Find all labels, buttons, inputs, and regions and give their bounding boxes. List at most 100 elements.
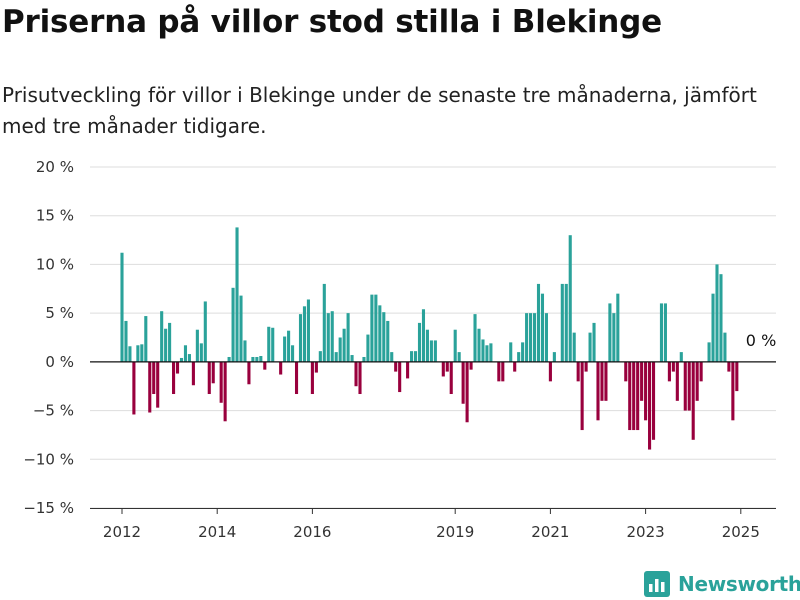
- bar: [310, 361, 314, 395]
- y-tick-label: 0 %: [45, 353, 74, 371]
- bar: [207, 361, 211, 395]
- bar: [291, 345, 295, 362]
- bar: [298, 314, 303, 362]
- bar: [390, 352, 394, 362]
- bar: [179, 357, 184, 362]
- bar: [588, 332, 592, 362]
- bar: [421, 309, 426, 362]
- bar: [596, 361, 600, 421]
- x-tick-label: 2019: [436, 523, 474, 541]
- bar: [683, 361, 687, 411]
- bar: [632, 361, 636, 431]
- bar: [183, 345, 188, 362]
- brand-name: Newsworthy: [678, 572, 800, 596]
- bar: [279, 361, 283, 375]
- bar: [675, 361, 679, 401]
- y-axis-ticks: 20 % 15 % 10 % 5 % 0 % −5 % −10 % −15 %: [23, 158, 74, 517]
- bar: [501, 361, 505, 382]
- bar: [584, 361, 588, 372]
- bar: [302, 306, 307, 362]
- bar: [473, 314, 477, 362]
- bar: [294, 361, 299, 395]
- bar: [187, 354, 191, 362]
- bar: [580, 361, 584, 431]
- bar: [485, 345, 489, 362]
- bar: [195, 329, 199, 362]
- bar: [699, 361, 703, 382]
- bar: [540, 293, 545, 362]
- bar: [128, 346, 132, 362]
- y-tick-label: 5 %: [45, 304, 74, 322]
- bar: [536, 283, 541, 362]
- bars: [120, 227, 739, 450]
- bar: [410, 351, 414, 362]
- bar: [283, 336, 287, 362]
- bar: [318, 351, 322, 362]
- bar: [513, 361, 517, 372]
- bar: [548, 361, 552, 382]
- bar: [374, 294, 378, 362]
- bar: [342, 328, 346, 362]
- bar: [203, 301, 207, 362]
- x-tick-label: 2025: [722, 523, 760, 541]
- bar: [544, 313, 548, 362]
- bar: [441, 361, 445, 377]
- x-axis-ticks: 2012 2014 2016 2019 2021 2023 2025: [90, 508, 776, 541]
- bar: [687, 361, 691, 411]
- bar: [691, 361, 695, 440]
- bar: [191, 361, 195, 386]
- bar: [497, 361, 501, 382]
- bar: [259, 356, 263, 362]
- bar: [628, 361, 632, 431]
- bar: [251, 356, 255, 362]
- bar: [624, 361, 628, 382]
- chart-subtitle: Prisutveckling för villor i Blekinge und…: [2, 83, 757, 138]
- bar: [489, 343, 493, 362]
- bar: [648, 361, 652, 450]
- bar: [608, 303, 612, 362]
- bar: [715, 264, 719, 362]
- bar: [413, 351, 418, 362]
- bar: [255, 356, 259, 362]
- y-tick-label: −15 %: [23, 499, 74, 517]
- bar: [461, 361, 465, 404]
- bar: [239, 295, 243, 362]
- bar: [727, 361, 731, 372]
- bar: [366, 334, 370, 362]
- bar: [568, 235, 572, 362]
- brand-logo: Newsworthy: [644, 568, 800, 600]
- bar: [576, 361, 580, 382]
- bar: [731, 361, 735, 421]
- bar: [378, 305, 382, 362]
- bar: [525, 313, 529, 362]
- bar: [211, 361, 215, 384]
- bar: [529, 313, 533, 362]
- bar: [477, 328, 481, 362]
- bar: [140, 344, 144, 362]
- last-value-label: 0 %: [746, 331, 776, 350]
- bar: [517, 352, 521, 362]
- bar: [616, 293, 620, 362]
- bar: [433, 340, 437, 362]
- bar: [175, 361, 180, 374]
- bar: [552, 352, 556, 362]
- bar: [465, 361, 469, 423]
- y-tick-label: 15 %: [36, 207, 74, 225]
- x-tick-label: 2012: [103, 523, 141, 541]
- bar: [723, 332, 727, 362]
- bar: [219, 361, 223, 403]
- y-tick-label: 20 %: [36, 158, 74, 176]
- bar: [592, 322, 596, 362]
- bar: [120, 252, 124, 362]
- bar: [132, 361, 136, 415]
- value-labels: 0 %: [746, 331, 776, 350]
- bar: [398, 361, 402, 393]
- bar: [417, 322, 422, 362]
- y-tick-label: −5 %: [33, 402, 74, 420]
- gridlines: [90, 166, 776, 509]
- bar: [651, 361, 656, 440]
- bar: [604, 361, 608, 401]
- y-tick-label: −10 %: [23, 450, 74, 468]
- bar: [429, 340, 433, 362]
- bar: [243, 340, 247, 362]
